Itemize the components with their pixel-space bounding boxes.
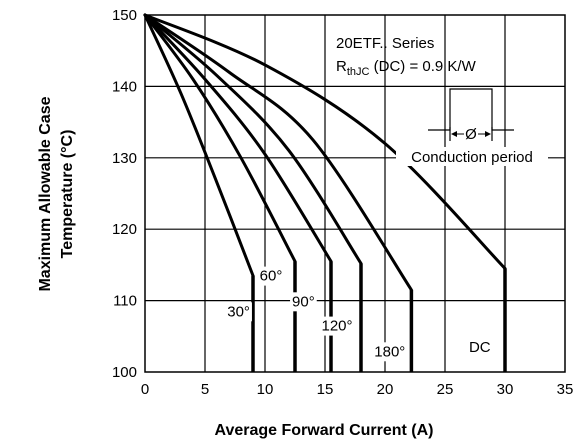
series-label-4: 180° [374, 343, 405, 360]
y-tick-label-0: 100 [112, 364, 137, 381]
rth-prefix: R [336, 58, 347, 75]
series-label-bg-4 [372, 342, 408, 362]
y-axis-title: Maximum Allowable Case Temperature (°C) [37, 96, 76, 291]
series-curve-2 [143, 13, 333, 263]
series-name-label: 20ETF.. Series [336, 35, 434, 52]
phi-label: Ø [465, 126, 477, 143]
tick-labels: 0 5 10 15 20 25 30 35 100 110 120 130 140 150 [112, 7, 573, 398]
series-label-1: 60° [260, 268, 283, 285]
conduction-label-bg [396, 147, 548, 166]
rth-subscript: thJC [347, 66, 370, 78]
y-axis-title-line-2: Temperature (°C) [59, 130, 76, 259]
series-label-bg-0 [225, 302, 252, 322]
phi-arrowhead-left [451, 131, 457, 137]
plot-frame [144, 14, 566, 373]
x-tick-label-1: 5 [201, 381, 209, 398]
series-curve-3 [143, 13, 363, 265]
x-tick-label-3: 15 [317, 381, 334, 398]
series-labels: 30° 60° 90° 120° 180° DC [225, 266, 493, 362]
series-curve-0 [143, 13, 255, 278]
series-label-2: 90° [292, 293, 315, 310]
conduction-pulse-icon [428, 88, 514, 131]
y-tick-label-3: 130 [112, 150, 137, 167]
x-tick-label-4: 20 [377, 381, 394, 398]
series-label-bg-1 [257, 266, 285, 286]
series-label-bg-5 [466, 338, 493, 358]
annotation-box: 20ETF.. Series RthJC (DC) = 0.9 K/W Ø Co… [336, 35, 548, 166]
series-label-5: DC [469, 339, 491, 356]
x-tick-label-7: 35 [557, 381, 574, 398]
y-axis-title-line-1: Maximum Allowable Case [37, 96, 54, 291]
thermal-resistance-label: RthJC (DC) = 0.9 K/W [336, 58, 477, 78]
y-tick-label-1: 110 [113, 293, 137, 310]
x-axis-title: Average Forward Current (A) [215, 422, 434, 439]
y-tick-label-5: 150 [112, 7, 137, 24]
series-label-3: 120° [321, 318, 352, 335]
x-tick-label-5: 25 [437, 381, 454, 398]
rth-suffix: (DC) = 0.9 K/W [369, 58, 476, 75]
conduction-period-label: Conduction period [411, 149, 533, 166]
series-label-0: 30° [227, 303, 250, 320]
series-curve-5 [143, 13, 507, 270]
x-tick-label-2: 10 [257, 381, 274, 398]
series-label-bg-3 [319, 316, 355, 336]
grid [145, 15, 565, 372]
x-tick-label-6: 30 [497, 381, 514, 398]
series-curve-1 [143, 13, 297, 263]
phi-arrowhead-right [485, 131, 491, 137]
x-tick-label-0: 0 [141, 381, 149, 398]
series-group [143, 13, 507, 372]
y-tick-label-4: 140 [112, 78, 137, 95]
y-tick-label-2: 120 [112, 221, 137, 238]
series-curve-4 [143, 13, 413, 292]
series-label-bg-2 [290, 292, 317, 312]
